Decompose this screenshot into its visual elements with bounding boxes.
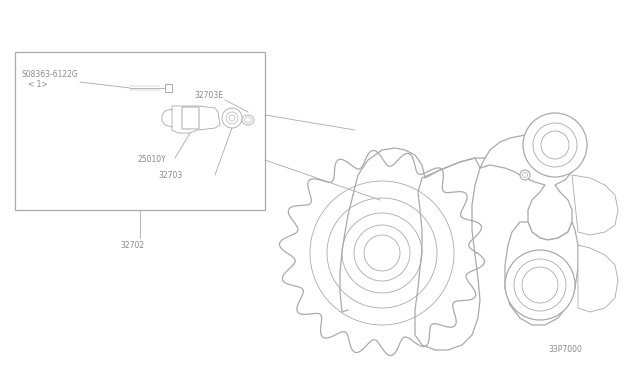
Bar [15, 52, 265, 210]
Text: < 1>: < 1> [28, 80, 47, 89]
FancyBboxPatch shape [182, 107, 199, 129]
Circle shape [520, 170, 530, 180]
Circle shape [222, 108, 242, 128]
Text: 33P7000: 33P7000 [548, 345, 582, 354]
Text: S08363-6122G: S08363-6122G [22, 70, 79, 79]
Text: 32703: 32703 [158, 171, 182, 180]
Text: 32702: 32702 [120, 241, 144, 250]
Text: 25010Y: 25010Y [138, 155, 167, 164]
Circle shape [523, 113, 587, 177]
Polygon shape [480, 135, 575, 240]
Bar [165, 84, 172, 92]
Circle shape [505, 250, 575, 320]
Polygon shape [572, 175, 618, 235]
Text: 32703E: 32703E [194, 91, 223, 100]
Polygon shape [172, 106, 220, 133]
Polygon shape [505, 222, 578, 325]
Polygon shape [415, 158, 480, 350]
Ellipse shape [242, 115, 254, 125]
Polygon shape [578, 245, 618, 312]
